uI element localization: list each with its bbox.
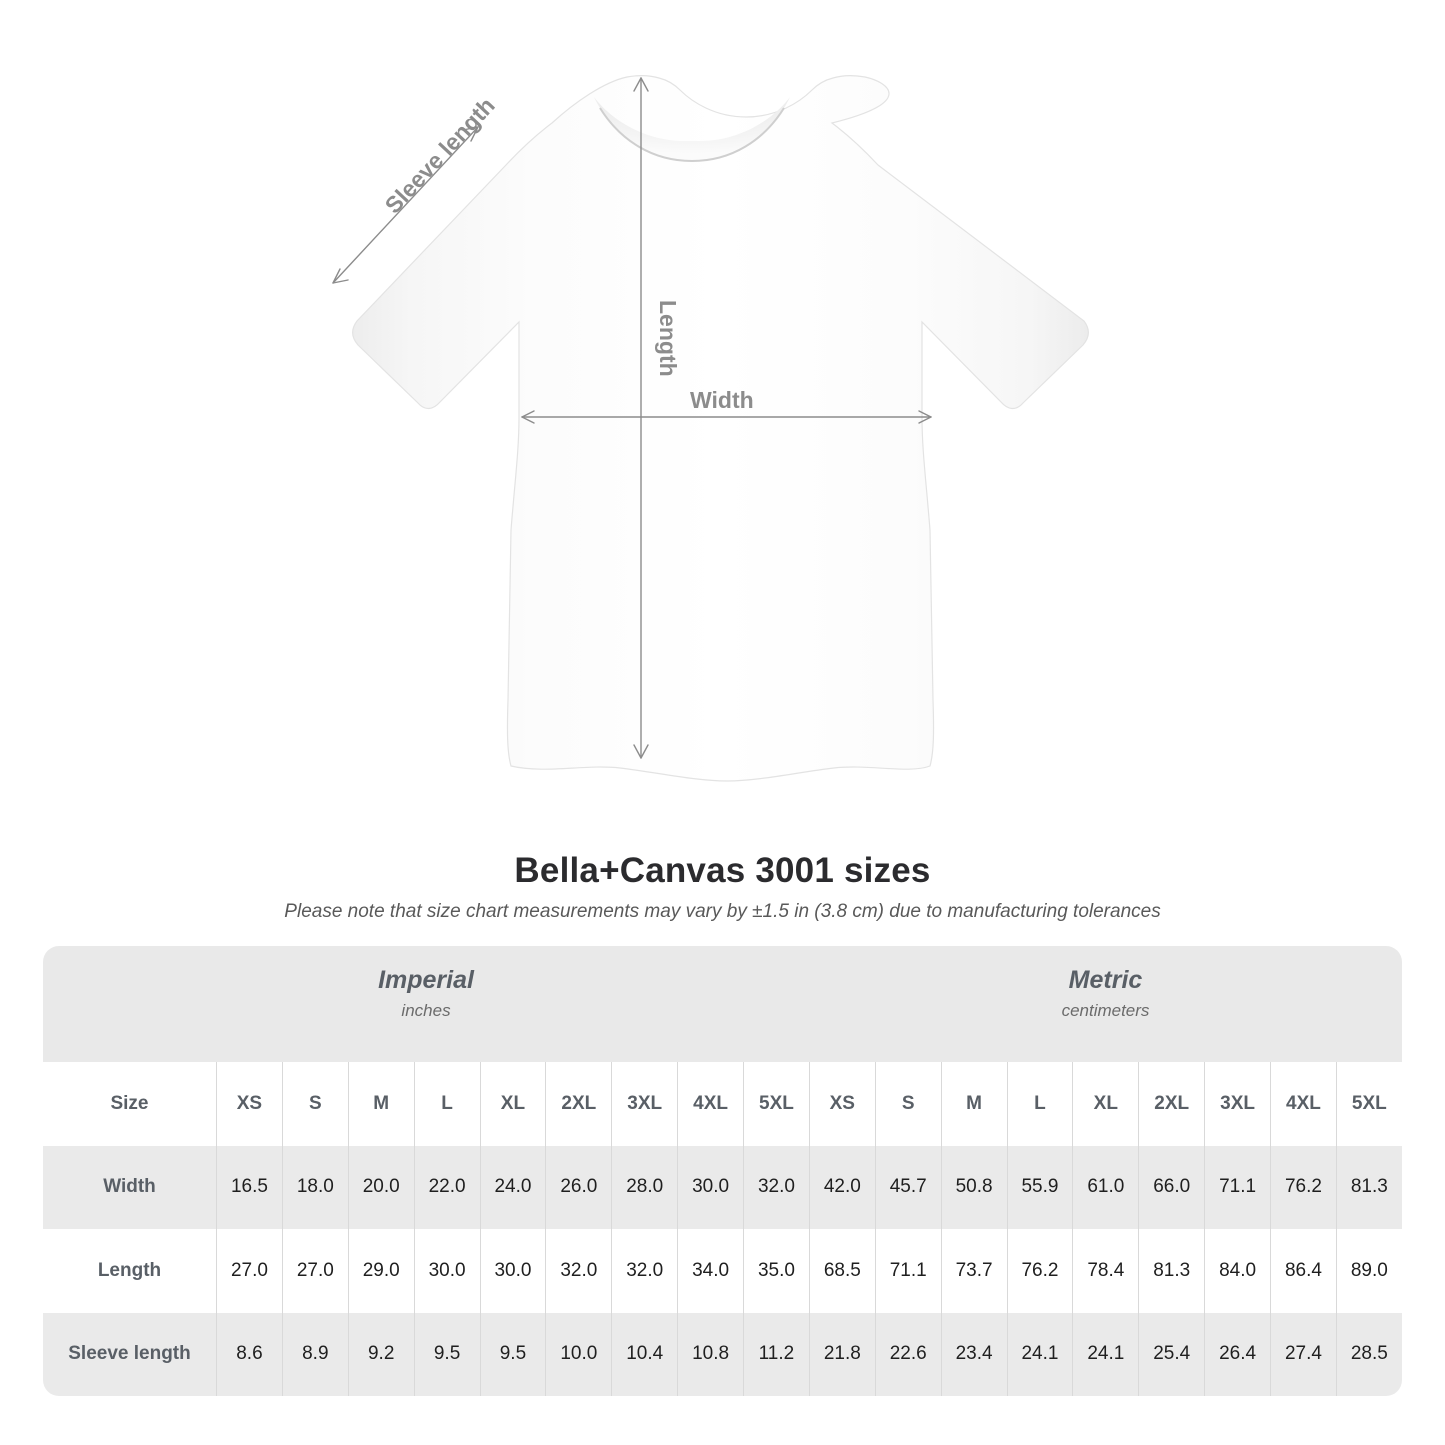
svg-text:Width: Width — [690, 387, 754, 413]
svg-text:Length: Length — [655, 300, 681, 377]
